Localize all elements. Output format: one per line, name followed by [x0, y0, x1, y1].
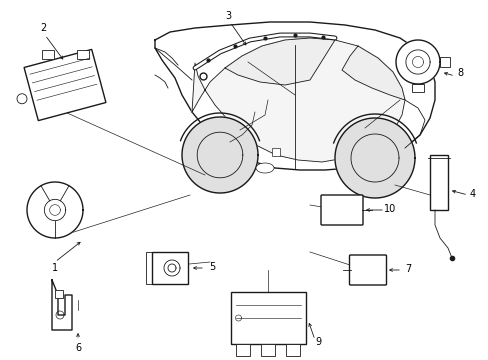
Bar — [41, 49, 53, 58]
Bar — [285, 344, 299, 356]
Text: 7: 7 — [404, 264, 410, 274]
Bar — [55, 290, 63, 298]
Bar — [261, 344, 274, 356]
Text: 5: 5 — [208, 262, 215, 272]
Bar — [152, 252, 187, 284]
Text: 6: 6 — [75, 343, 81, 353]
Polygon shape — [155, 22, 434, 170]
Ellipse shape — [256, 163, 273, 173]
Bar — [409, 50, 425, 74]
Polygon shape — [27, 182, 83, 238]
Bar — [411, 84, 423, 92]
Bar — [429, 155, 447, 210]
Text: 4: 4 — [469, 189, 475, 199]
Text: 10: 10 — [383, 204, 395, 214]
FancyBboxPatch shape — [349, 255, 386, 285]
Polygon shape — [192, 38, 404, 162]
Bar — [230, 292, 305, 344]
FancyBboxPatch shape — [320, 195, 362, 225]
Polygon shape — [341, 46, 404, 100]
Bar — [271, 148, 280, 156]
Bar — [236, 344, 249, 356]
Bar — [146, 252, 152, 284]
Polygon shape — [182, 117, 258, 193]
Polygon shape — [395, 40, 439, 84]
Text: 9: 9 — [314, 337, 321, 347]
Circle shape — [17, 94, 27, 104]
Bar — [76, 49, 88, 58]
Text: 3: 3 — [224, 11, 231, 21]
Polygon shape — [52, 280, 72, 330]
Polygon shape — [224, 38, 334, 85]
Polygon shape — [334, 118, 414, 198]
Bar — [24, 49, 106, 121]
Bar — [439, 57, 449, 67]
Text: 2: 2 — [40, 23, 46, 33]
Text: 8: 8 — [456, 68, 462, 78]
Text: 1: 1 — [52, 263, 58, 273]
